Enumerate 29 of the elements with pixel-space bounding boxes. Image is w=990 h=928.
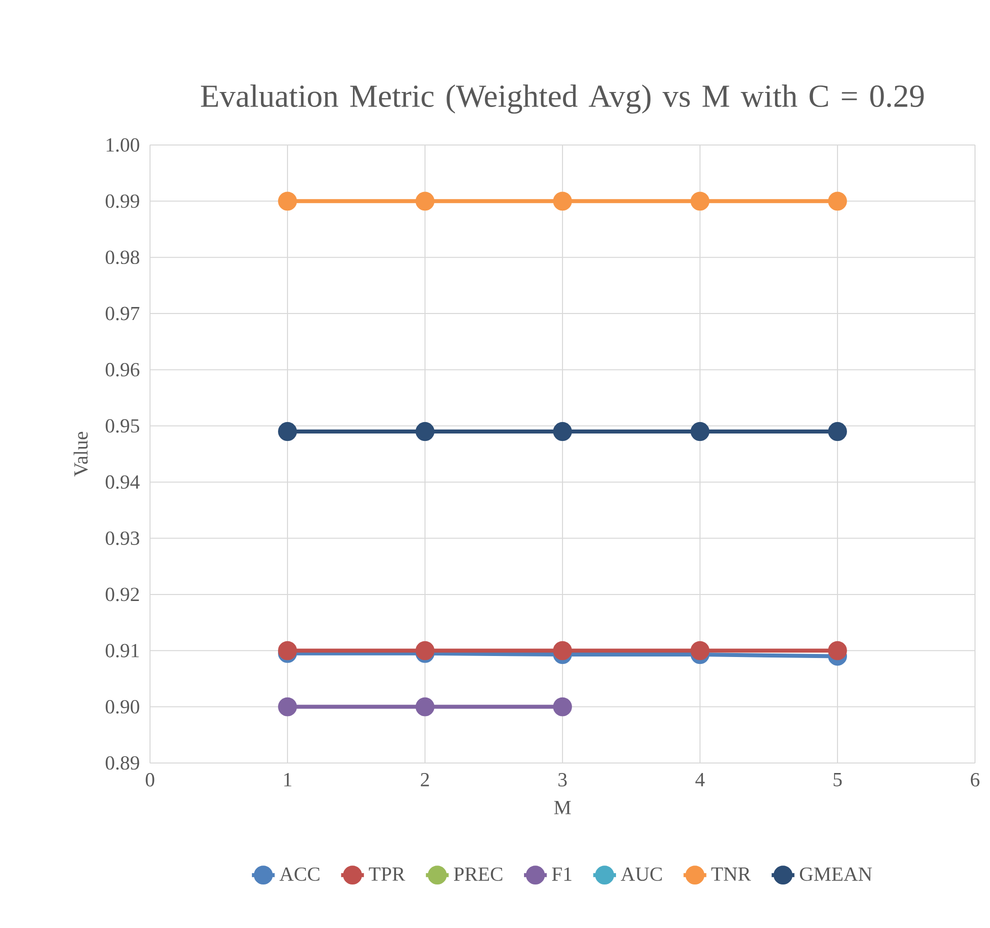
legend-label: AUC [620,867,662,881]
y-axis-title: Value [74,432,88,477]
y-tick-label: 0.91 [106,644,139,658]
legend-label: ACC [280,867,320,881]
x-tick-label: 3 [558,773,567,786]
y-tick-label: 0.92 [106,588,139,602]
legend-label: F1 [552,867,572,881]
y-tick-label: 0.98 [106,250,140,264]
y-tick-label: 0.96 [106,362,140,377]
x-tick-label: 4 [695,773,705,786]
legend-label: TNR [711,868,751,881]
x-tick-label: 0 [146,773,154,787]
legend-label: GMEAN [800,867,872,881]
legend-label: TPR [368,868,406,881]
y-tick-label: 0.99 [106,194,140,208]
y-tick-label: 0.97 [106,306,140,320]
x-tick-label: 2 [420,773,429,786]
y-tick-label: 0.94 [106,475,140,489]
y-tick-label: 0.89 [106,756,140,770]
y-tick-label: 1.00 [106,138,140,152]
y-tick-label: 0.95 [106,419,140,433]
x-axis-title: M [554,801,571,814]
chart-title: Evaluation Metric (Weighted Avg) vs M with C = 0.29 [200,84,924,114]
x-tick-label: 1 [284,773,292,786]
x-tick-label: 6 [970,773,980,786]
x-tick-label: 5 [834,773,842,786]
y-tick-label: 0.93 [106,531,140,546]
y-tick-label: 0.90 [106,700,140,714]
legend-label: PREC [454,867,502,881]
